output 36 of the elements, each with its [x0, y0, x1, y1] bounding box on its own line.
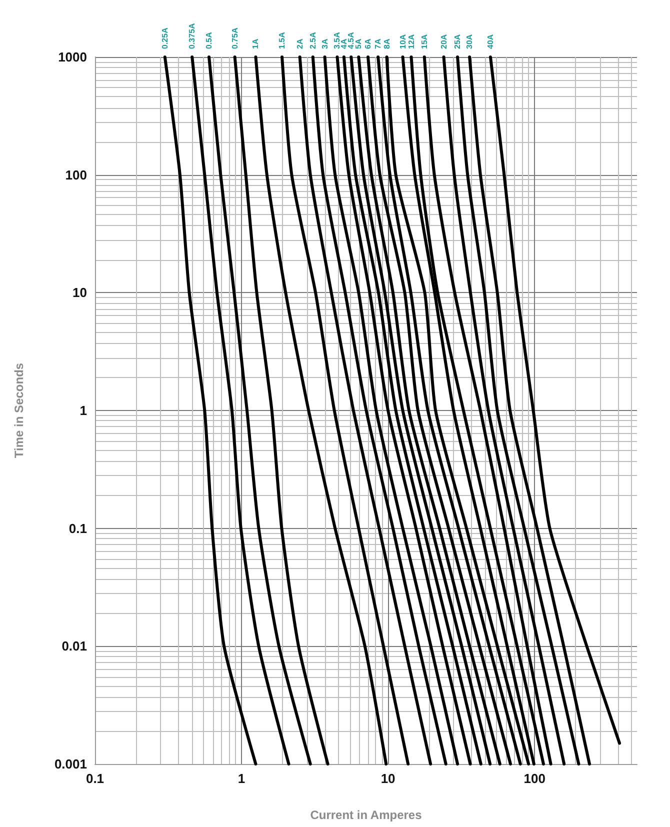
text: 12A: [406, 34, 416, 49]
y-tick-label: 0.01: [62, 638, 87, 654]
text: 2A: [295, 38, 304, 49]
text: 1.5A: [278, 32, 287, 49]
text: 5A: [354, 38, 364, 49]
x-tick-label: 10: [380, 771, 396, 786]
text: 3A: [320, 38, 330, 49]
text: 2.5A: [308, 32, 318, 49]
text: 7A: [374, 38, 383, 49]
y-tick-label: 1: [80, 403, 87, 418]
text: 20A: [439, 34, 448, 49]
text: 10A: [398, 34, 408, 49]
text: 6A: [364, 38, 373, 49]
text: 1A: [251, 38, 260, 49]
text: 3.5A: [332, 32, 342, 49]
x-tick-label: 100: [524, 771, 546, 786]
text: 4.5A: [346, 32, 356, 49]
y-tick-label: 1000: [58, 50, 87, 64]
text: 40A: [486, 34, 495, 49]
y-tick-label: 0.001: [54, 756, 87, 772]
text: 4A: [339, 38, 348, 49]
text: 0.25A: [160, 27, 170, 49]
text: 0.5A: [204, 32, 214, 49]
x-tick-label: 1: [238, 771, 246, 786]
x-axis-title: Current in Amperes: [310, 808, 422, 822]
text: 15A: [420, 34, 429, 49]
text: 0.375A: [188, 22, 197, 49]
y-tick-label: 10: [72, 285, 87, 300]
y-tick-label: 100: [65, 167, 87, 182]
y-tick-label: 0.1: [68, 520, 87, 536]
text: 25A: [453, 34, 462, 49]
y-axis-title: Time in Seconds: [12, 362, 26, 458]
text: 0.75A: [230, 27, 240, 49]
x-tick-label: 0.1: [86, 771, 104, 786]
text: 30A: [465, 34, 474, 49]
text: 8A: [382, 38, 392, 49]
